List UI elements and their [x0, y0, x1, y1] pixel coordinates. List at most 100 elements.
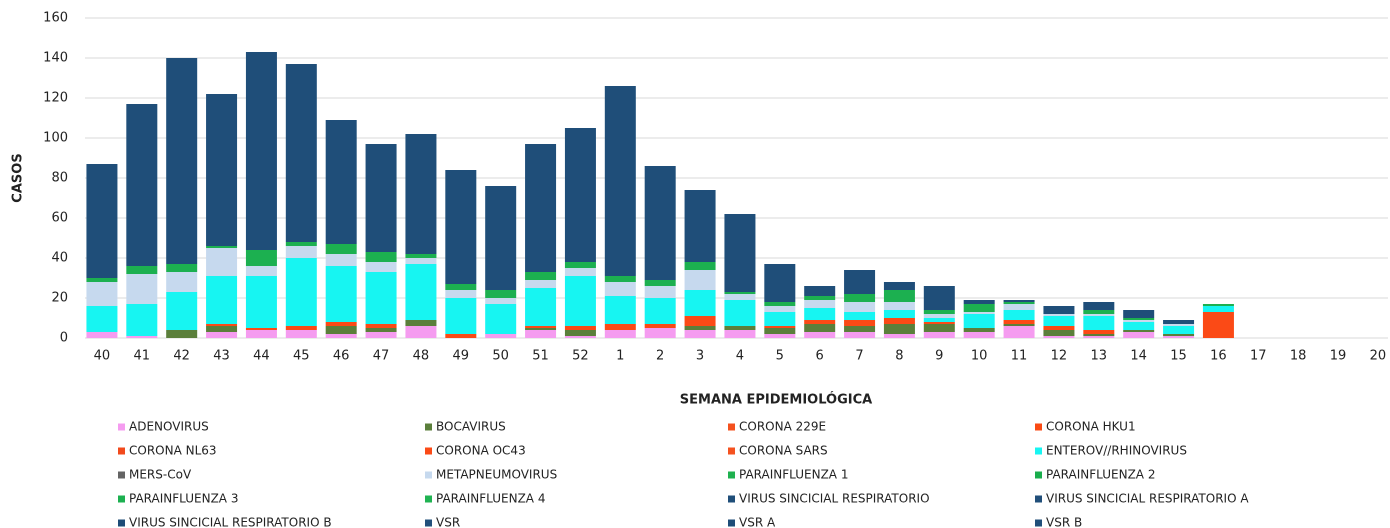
x-tick-label: 2 [656, 349, 664, 364]
bar-segment [1083, 334, 1115, 336]
bar-segment [206, 248, 238, 276]
bar-segment [1163, 320, 1195, 324]
legend-label: PARAINFLUENZA 2 [1046, 468, 1155, 482]
bar-segment [405, 320, 437, 326]
bar-segment [883, 318, 915, 324]
bar-segment [724, 330, 756, 338]
bar-segment [923, 310, 955, 314]
bar-segment [365, 252, 397, 262]
bar-segment [285, 258, 317, 326]
bar-segment [126, 266, 158, 274]
y-tick-label: 140 [43, 51, 68, 66]
bar-segment [1202, 304, 1234, 306]
x-tick-label: 11 [1011, 349, 1028, 364]
bar-segment [764, 306, 796, 312]
bar-segment [1003, 310, 1035, 320]
bar-segment [644, 328, 676, 338]
bar-segment [564, 276, 596, 326]
bar-segment [1163, 324, 1195, 326]
y-tick-label: 60 [51, 211, 68, 226]
bar-segment [883, 334, 915, 338]
bar-segment [923, 332, 955, 338]
bar-segment [166, 330, 198, 338]
bar-segment [1043, 326, 1075, 330]
bar-segment [564, 336, 596, 338]
bar-segment [844, 326, 876, 332]
bar-segment [1163, 336, 1195, 338]
bar-segment [1003, 302, 1035, 304]
bar-segment [285, 330, 317, 338]
bar-segment [604, 324, 636, 330]
legend-swatch [118, 447, 125, 455]
bar-segment [1043, 336, 1075, 338]
bar-segment [963, 332, 995, 338]
bar-segment [604, 282, 636, 296]
bar-segment [844, 294, 876, 302]
bar-segment [804, 308, 836, 320]
bar-segment [564, 262, 596, 268]
legend-label: CORONA 229E [739, 420, 826, 434]
x-tick-label: 8 [895, 349, 903, 364]
bar-segment [764, 264, 796, 302]
x-tick-label: 12 [1051, 349, 1068, 364]
x-tick-label: 10 [971, 349, 988, 364]
legend-swatch [425, 495, 432, 503]
bar-segment [844, 270, 876, 294]
bar-segment [923, 314, 955, 318]
legend-swatch [728, 423, 735, 431]
bar-segment [405, 134, 437, 254]
x-tick-label: 19 [1330, 349, 1347, 364]
bar-segment [126, 104, 158, 266]
bar-segment [365, 332, 397, 338]
bar-segment [1202, 306, 1234, 312]
legend-label: CORONA SARS [739, 444, 828, 458]
x-tick-label: 50 [492, 349, 509, 364]
bar-segment [764, 312, 796, 326]
bar-segment [724, 294, 756, 300]
bar-segment [445, 298, 477, 334]
bar-segment [285, 246, 317, 258]
bar-segment [485, 298, 517, 304]
x-tick-label: 1 [616, 349, 624, 364]
legend-label: CORONA HKU1 [1046, 420, 1136, 434]
y-tick-label: 0 [60, 331, 68, 346]
bar-segment [1043, 330, 1075, 336]
bar-segment [86, 278, 118, 282]
bar-segment [445, 334, 477, 338]
bar-segment [525, 330, 557, 338]
bar-segment [604, 276, 636, 282]
bar-segment [1083, 336, 1115, 338]
bar-segment [883, 310, 915, 318]
bar-segment [285, 242, 317, 246]
bar-segment [86, 332, 118, 338]
legend-label: BOCAVIRUS [436, 420, 506, 434]
bar-segment [166, 58, 198, 264]
bar-segment [684, 290, 716, 316]
bar-segment [365, 324, 397, 328]
bar-segment [206, 276, 238, 324]
legend-label: VIRUS SINCICIAL RESPIRATORIO A [1046, 492, 1249, 506]
y-tick-label: 40 [51, 251, 68, 266]
x-tick-label: 7 [855, 349, 863, 364]
bar-segment [564, 330, 596, 336]
legend-label: VSR [436, 516, 460, 528]
legend-swatch [118, 495, 125, 503]
bar-segment [126, 304, 158, 336]
bar-segment [844, 312, 876, 320]
legend-label: VSR B [1046, 516, 1082, 528]
bar-segment [844, 332, 876, 338]
bar-segment [1123, 320, 1155, 322]
bar-segment [724, 326, 756, 330]
bar-segment [525, 272, 557, 280]
x-tick-label: 48 [413, 349, 430, 364]
bar-segment [963, 304, 995, 312]
bar-segment [564, 268, 596, 276]
legend-swatch [118, 519, 125, 527]
x-tick-label: 51 [532, 349, 549, 364]
bar-segment [325, 326, 357, 334]
bar-segment [724, 300, 756, 326]
legend-label: VSR A [739, 516, 776, 528]
bar-segment [206, 326, 238, 332]
bar-segment [405, 254, 437, 258]
bar-segment [963, 300, 995, 304]
